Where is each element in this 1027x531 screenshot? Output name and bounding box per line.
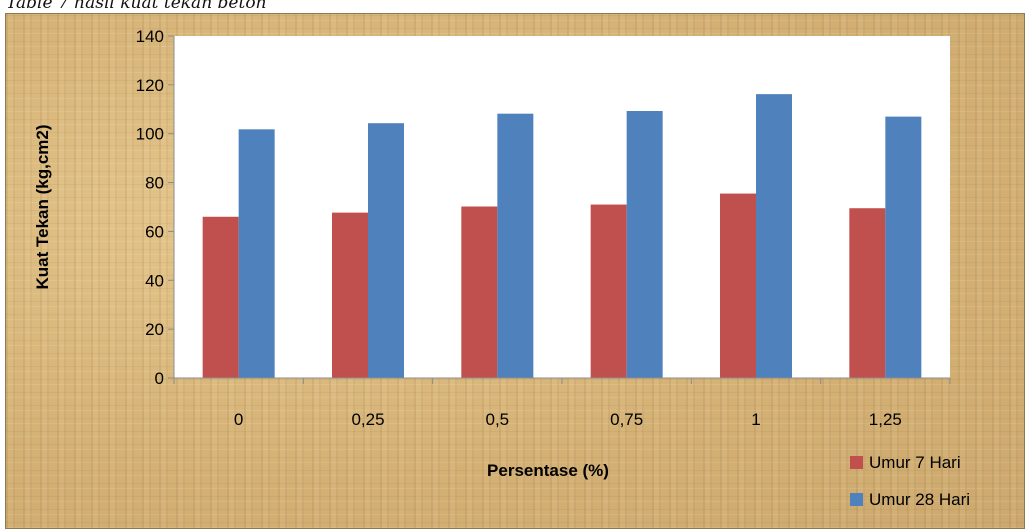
y-axis: 0 20 40 60 80 100 120 140 — [136, 27, 175, 388]
bars-group — [202, 94, 922, 379]
y-tick-label: 80 — [145, 174, 164, 193]
bar-umur-28-hari — [238, 129, 275, 378]
y-axis-title: Kuat Tekan (kg,cm2) — [33, 124, 52, 289]
table-caption: Table 7 hasil kuat tekan beton — [6, 0, 267, 13]
bar-umur-28-hari — [885, 116, 922, 378]
bar-umur-7-hari — [202, 216, 239, 378]
y-tick-label: 100 — [136, 125, 164, 144]
x-tick-label: 1 — [751, 410, 760, 429]
legend-swatch — [850, 493, 863, 506]
bar-umur-28-hari — [626, 110, 663, 378]
legend: Umur 7 Hari Umur 28 Hari — [850, 453, 970, 509]
bar-umur-28-hari — [368, 123, 404, 379]
x-tick-label: 0,75 — [610, 410, 643, 429]
x-tick-label: 1,25 — [869, 410, 902, 429]
bar-umur-7-hari — [590, 204, 627, 378]
y-tick-label: 60 — [145, 222, 164, 241]
bar-umur-28-hari — [497, 113, 534, 378]
bar-umur-7-hari — [849, 208, 886, 378]
x-tick-label: 0,5 — [486, 410, 510, 429]
x-axis: 0 0,25 0,5 0,75 1 1,25 — [173, 377, 951, 429]
y-tick-label: 0 — [155, 369, 164, 388]
bar-chart: 0 20 40 60 80 100 120 140 0 0,25 0,5 0,75 1 1,25 Kua… — [33, 27, 970, 509]
bar-umur-7-hari — [720, 193, 756, 378]
y-tick-label: 20 — [145, 320, 164, 339]
y-tick-label: 140 — [136, 27, 164, 46]
y-tick-label: 40 — [145, 271, 164, 290]
chart-area: 0 20 40 60 80 100 120 140 0 0,25 0,5 0,75 1 1,25 Kua… — [5, 13, 1025, 529]
y-tick-label: 120 — [136, 76, 164, 95]
legend-label: Umur 28 Hari — [869, 490, 970, 509]
bar-umur-7-hari — [332, 212, 368, 378]
legend-label: Umur 7 Hari — [869, 453, 961, 472]
x-tick-label: 0,25 — [351, 410, 384, 429]
x-tick-label: 0 — [234, 410, 243, 429]
bar-umur-28-hari — [756, 94, 792, 378]
plot-area — [174, 36, 950, 378]
x-axis-title: Persentase (%) — [487, 461, 609, 480]
legend-swatch — [850, 456, 863, 469]
bar-umur-7-hari — [461, 206, 498, 378]
